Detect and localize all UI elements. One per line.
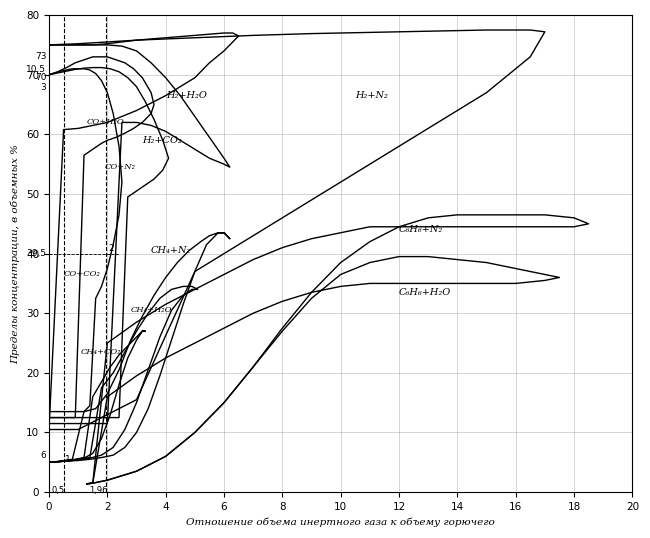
Text: 73: 73 [34, 52, 46, 61]
Text: 2: 2 [109, 244, 114, 253]
Text: H₂+CO₂: H₂+CO₂ [142, 136, 182, 145]
Text: C₆H₆+H₂O: C₆H₆+H₂O [399, 288, 451, 297]
Text: CO+CO₂: CO+CO₂ [64, 271, 101, 279]
Text: 70: 70 [34, 73, 46, 82]
Text: 1: 1 [65, 455, 71, 464]
Text: CO+N₂: CO+N₂ [105, 163, 135, 171]
Text: H₂+H₂O: H₂+H₂O [166, 91, 207, 100]
Text: 0,5: 0,5 [51, 486, 64, 495]
Text: C₆H₆+N₂: C₆H₆+N₂ [399, 225, 443, 234]
Text: H₂+N₂: H₂+N₂ [356, 91, 388, 100]
Text: CH₄+N₂: CH₄+N₂ [151, 246, 192, 255]
Y-axis label: Пределы концентрации, в объемных %: Пределы концентрации, в объемных % [11, 144, 21, 364]
Text: CO+H₂O: CO+H₂O [87, 118, 125, 126]
Text: 3: 3 [40, 83, 46, 93]
Text: 6: 6 [40, 451, 46, 459]
Text: CH₄+H₂O: CH₄+H₂O [131, 306, 172, 314]
Text: CH₄+CO₂: CH₄+CO₂ [81, 348, 122, 356]
Text: 10,5: 10,5 [26, 66, 46, 74]
Text: 39,5: 39,5 [26, 249, 46, 258]
X-axis label: Отношение объема инертного газа к объему горючего: Отношение объема инертного газа к объему… [187, 518, 495, 527]
Text: 1,96: 1,96 [89, 486, 108, 495]
